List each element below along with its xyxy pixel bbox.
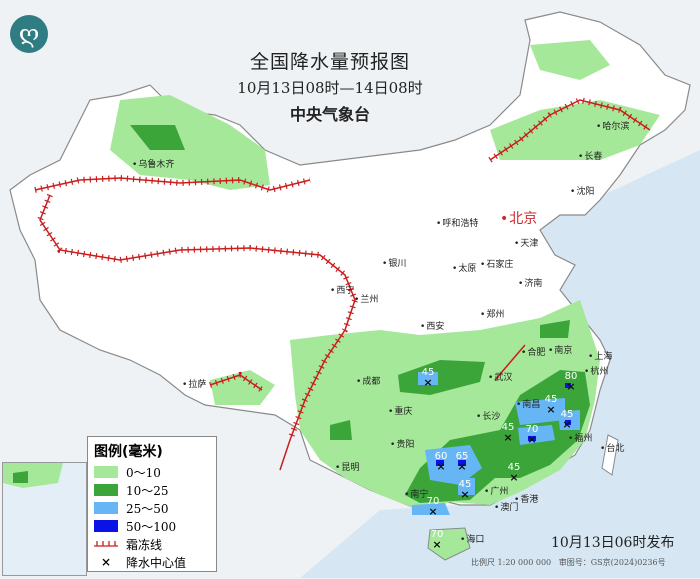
- city-label: 乌鲁木齐: [132, 157, 174, 170]
- city-label: 成都: [356, 374, 380, 387]
- legend-item: 50～100: [94, 517, 216, 535]
- cma-logo: ღ: [10, 15, 48, 53]
- city-label: 呼和浩特: [436, 216, 478, 229]
- rain-50-100: [436, 383, 571, 466]
- city-label: 天津: [514, 236, 538, 249]
- legend-swatch: [94, 466, 118, 478]
- city-label: 海口: [460, 532, 484, 545]
- issuer: 中央气象台: [289, 105, 370, 124]
- precip-center: 70 ×: [426, 496, 440, 518]
- city-label: 武汉: [488, 370, 512, 383]
- legend-label: 降水中心值: [126, 555, 187, 570]
- city-label: 广州: [484, 484, 508, 497]
- frost-line-icon: [94, 541, 118, 547]
- city-label: 长沙: [476, 409, 500, 422]
- city-label: 贵阳: [390, 437, 414, 450]
- city-label: 西宁: [330, 283, 354, 296]
- city-label: 澳门: [494, 500, 518, 513]
- city-label: 石家庄: [480, 257, 513, 270]
- legend-label: 50～100: [126, 519, 177, 534]
- legend-item: × 降水中心值: [94, 553, 216, 571]
- map-title: 全国降水量预报图: [249, 51, 410, 73]
- legend-label: 10～25: [126, 483, 169, 498]
- forecast-period: 10月13日08时—14日08时: [237, 79, 423, 97]
- precip-center: 45 ×: [421, 367, 435, 389]
- city-label: 兰州: [354, 292, 378, 305]
- legend-item: 霜冻线: [94, 535, 216, 553]
- precip-center: 80 ×: [564, 371, 578, 393]
- city-label: 济南: [518, 276, 542, 289]
- legend-item: 0～10: [94, 463, 216, 481]
- city-label: 合肥: [521, 345, 545, 358]
- rain-25-50: [412, 372, 580, 515]
- inset-map: [3, 463, 86, 575]
- capital-label: 北京: [500, 208, 537, 228]
- legend-item: 25～50: [94, 499, 216, 517]
- city-label: 南宁: [404, 487, 428, 500]
- city-label: 银川: [382, 256, 406, 269]
- precip-center: 45 ×: [560, 409, 574, 431]
- precip-center: 70 ×: [430, 529, 444, 551]
- precip-center: 65 ×: [455, 451, 469, 473]
- city-label: 香港: [514, 492, 538, 505]
- legend-label: 0～10: [126, 465, 161, 480]
- issue-time: 10月13日06时发布: [551, 535, 675, 551]
- city-label: 上海: [588, 349, 612, 362]
- review-number: 审图号：GS京(2024)0236号: [558, 558, 666, 567]
- city-label: 太原: [452, 261, 476, 274]
- city-label: 南京: [548, 343, 572, 356]
- legend-item: 10～25: [94, 481, 216, 499]
- city-label: 昆明: [335, 460, 359, 473]
- city-label: 西安: [420, 319, 444, 332]
- city-label: 福州: [568, 431, 592, 444]
- city-label: 拉萨: [182, 377, 206, 390]
- precip-center: 60 ×: [434, 451, 448, 473]
- legend: 图例(毫米) 0～10 10～25 25～50 50～100 霜冻线 × 降水中心…: [87, 436, 217, 572]
- cross-icon: ×: [100, 555, 112, 569]
- map-footer: 比例尺 1:20 000 000 审图号：GS京(2024)0236号: [471, 557, 666, 568]
- city-label: 杭州: [584, 364, 608, 377]
- precip-center: 70 ×: [525, 424, 539, 446]
- legend-swatch: [94, 484, 118, 496]
- city-label: 沈阳: [570, 184, 594, 197]
- legend-swatch: [94, 502, 118, 514]
- sea: [300, 150, 700, 578]
- precip-center: 45 ×: [544, 394, 558, 416]
- city-label: 南昌: [516, 397, 540, 410]
- precip-center: 45 ×: [501, 422, 515, 444]
- legend-label: 霜冻线: [126, 537, 163, 552]
- south-china-sea-inset: [2, 462, 87, 576]
- city-label: 台北: [600, 441, 624, 454]
- precip-center: 45 ×: [507, 462, 521, 484]
- city-label: 长春: [578, 149, 602, 162]
- city-label: 哈尔滨: [596, 119, 629, 132]
- city-label: 重庆: [388, 404, 412, 417]
- legend-swatch: [94, 520, 118, 532]
- legend-title: 图例(毫米): [94, 444, 163, 460]
- city-label: 郑州: [480, 307, 504, 320]
- precip-center: 45 ×: [458, 479, 472, 501]
- legend-label: 25～50: [126, 501, 169, 516]
- scale: 比例尺 1:20 000 000: [471, 558, 552, 567]
